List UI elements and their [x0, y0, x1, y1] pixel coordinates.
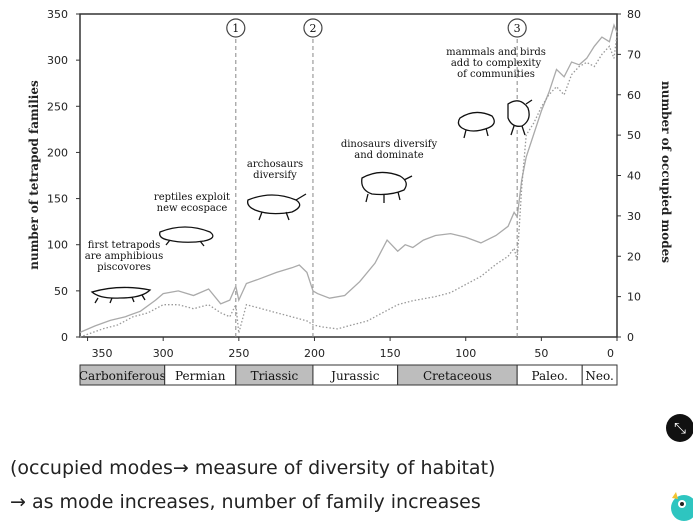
annotation-line: of communities: [457, 69, 535, 80]
caption-line-2: → as mode increases, number of family in…: [10, 491, 481, 513]
annotation-text: archosaurs diversify: [247, 159, 303, 181]
event-marker: [303, 18, 323, 38]
period-label: Neo.: [585, 369, 613, 383]
bird-illustration: [507, 99, 533, 136]
sticker-icon: [671, 492, 693, 521]
y-right-tick-label: 40: [627, 170, 641, 183]
annotation-line: new ecospace: [157, 203, 228, 214]
mammal-illustration: [457, 111, 495, 139]
period-label: Permian: [175, 369, 226, 383]
annotation-line: dinosaurs diversify: [341, 139, 438, 150]
y-right-tick-label: 60: [627, 89, 641, 102]
annotation-line: piscovores: [97, 262, 151, 273]
y-right-tick-label: 70: [627, 48, 641, 61]
annotation-line: and dominate: [354, 150, 424, 161]
y-right-tick-label: 30: [627, 210, 641, 223]
annotation-line: first tetrapods: [88, 240, 160, 251]
y-left-tick-label: 350: [47, 8, 68, 21]
x-tick-label: 200: [304, 347, 325, 360]
period-label: Jurassic: [329, 369, 380, 383]
dinosaur-illustration: [361, 171, 413, 203]
y-left-tick-label: 100: [47, 239, 68, 252]
x-tick-label: 350: [92, 347, 113, 360]
y-right-tick-label: 80: [627, 8, 641, 21]
chart: 3503002502001501005008070605040302010035…: [27, 8, 673, 386]
plot-frame: [79, 13, 618, 338]
event-label: 3: [514, 22, 521, 35]
annotation-text: reptiles exploit new ecospace: [154, 192, 230, 214]
caption-line-1: (occupied modes→ measure of diversity of…: [10, 457, 496, 479]
event-marker: [507, 18, 527, 38]
annotation-line: reptiles exploit: [154, 192, 230, 203]
annotation-text: mammals and birds add to complexity of com…: [446, 47, 546, 80]
period-label: Triassic: [251, 369, 299, 383]
expand-icon[interactable]: ⤡: [666, 414, 693, 442]
annotation-line: are amphibious: [85, 251, 164, 262]
amphibian-illustration: [90, 286, 152, 304]
y-left-tick-label: 200: [47, 146, 68, 159]
annotation-line: mammals and birds: [446, 47, 546, 58]
y-left-tick-label: 50: [54, 285, 68, 298]
archosaur-illustration: [247, 193, 307, 221]
event-label: 2: [309, 22, 316, 35]
x-tick-label: 300: [153, 347, 174, 360]
period-label: Carboniferous: [79, 369, 166, 383]
event-label: 1: [232, 22, 239, 35]
annotation-line: archosaurs: [247, 159, 303, 170]
y-right-axis-title: number of occupied modes: [659, 81, 673, 263]
annotation-text: dinosaurs diversify and dominate: [341, 139, 438, 161]
x-tick-label: 100: [455, 347, 476, 360]
annotation-line: diversify: [253, 170, 297, 181]
x-tick-label: 50: [534, 347, 548, 360]
period-label: Cretaceous: [423, 369, 492, 383]
y-left-tick-label: 0: [61, 331, 68, 344]
annotation-line: add to complexity: [451, 58, 542, 69]
x-tick-label: 150: [380, 347, 401, 360]
y-left-tick-label: 250: [47, 100, 68, 113]
y-right-tick-label: 10: [627, 291, 641, 304]
x-tick-label: 0: [607, 347, 614, 360]
period-cell: [581, 364, 618, 386]
y-right-tick-label: 50: [627, 129, 641, 142]
y-left-axis-title: number of tetrapod families: [27, 80, 41, 270]
x-tick-label: 250: [228, 347, 249, 360]
reptile-illustration: [159, 226, 214, 247]
y-right-tick-label: 0: [627, 331, 634, 344]
event-marker: [226, 18, 246, 38]
annotation-text: first tetrapods are amphibious piscovores: [85, 240, 164, 273]
y-right-tick-label: 20: [627, 250, 641, 263]
series-tetrapod-families-line: [79, 23, 618, 333]
period-label: Paleo.: [531, 369, 567, 383]
y-left-tick-label: 150: [47, 193, 68, 206]
y-left-tick-label: 300: [47, 54, 68, 67]
